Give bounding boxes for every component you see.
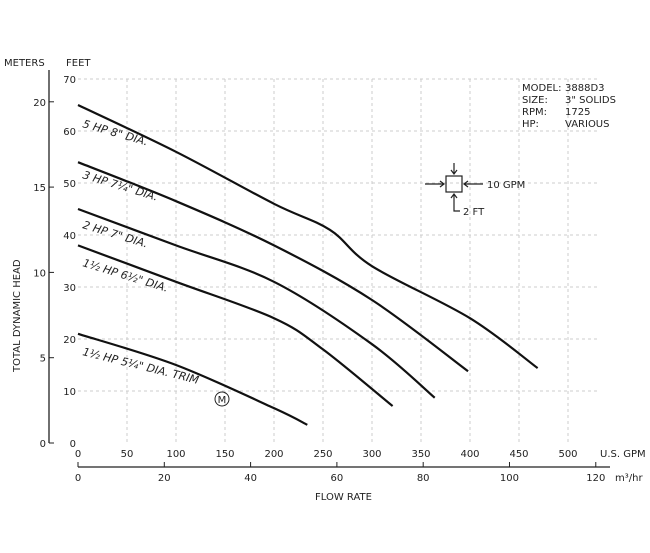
labels: 0 50 100 150 200 250 300 350 400 450 5000102030405… [33,75,605,484]
arrow-right-icon [425,180,445,188]
info-value: 1725 [565,107,590,118]
y-tick-label-feet: 60 [63,127,76,138]
x-tick-label: 500 [558,449,577,460]
x2-tick-label: 40 [244,473,257,484]
y-tick-label-feet: 50 [63,179,76,190]
x-tick-label: 150 [215,449,234,460]
info-value: 3" SOLIDS [565,95,616,106]
y-axis-title: TOTAL DYNAMIC HEAD [12,259,23,373]
x2-tick-label: 60 [331,473,344,484]
y-tick-label-meters: 5 [40,354,46,365]
gpm-unit-label: U.S. GPM [600,449,646,460]
pump-curve-5 [77,332,308,426]
pump-curve-1 [77,104,539,370]
y-tick-label-feet: 30 [63,283,76,294]
y-tick-label-meters: 10 [33,268,46,279]
scale-key-box [445,175,463,193]
meters-unit-label: METERS [4,58,45,69]
grid [78,78,598,443]
curve-label: 3 HP 7¼" DIA. [81,168,159,203]
pump-curve-3 [77,207,436,399]
x2-tick-label: 120 [586,473,605,484]
x-tick-label: 50 [121,449,134,460]
trim-badge: M [218,395,227,406]
x2-tick-label: 80 [417,473,430,484]
x-tick-label: 200 [264,449,283,460]
x-tick-label: 450 [509,449,528,460]
info-label: HP: [522,119,539,130]
x2-tick-label: 0 [75,473,81,484]
pump-curve-2 [77,161,469,373]
pump-curve-4 [77,244,394,407]
y-tick-label-feet: 10 [63,387,76,398]
scale-key [425,163,483,212]
info-label: RPM: [522,107,547,118]
info-value: VARIOUS [565,119,609,130]
x-tick-label: 300 [362,449,381,460]
y-tick-label-meters: 20 [33,98,46,109]
x2-tick-label: 20 [158,473,171,484]
arrow-up-icon [450,193,460,212]
y-tick-label-feet: 40 [63,231,76,242]
y-tick-label-feet: 20 [63,335,76,346]
curves [77,104,539,426]
y-tick-label-meters: 0 [40,439,46,450]
trim-badge-circle [214,391,230,407]
x2-tick-label: 100 [500,473,519,484]
x-tick-label: 0 [75,449,81,460]
axes [48,70,610,468]
feet-unit-label: FEET [66,58,91,69]
info-label: MODEL: [522,83,561,94]
x-tick-label: 400 [460,449,479,460]
y-tick-label-feet: 0 [70,439,76,450]
x-tick-label: 100 [166,449,185,460]
arrow-left-icon [463,180,483,188]
info-label: SIZE: [522,95,548,106]
scale-key-gpm: 10 GPM [487,180,525,191]
x-axis-title: FLOW RATE [315,492,372,503]
info-box: MODEL: 3888D3 SIZE: 3" SOLIDS RPM: 1725 … [522,83,616,130]
y-tick-label-meters: 15 [33,183,46,194]
x-tick-label: 350 [411,449,430,460]
x-tick-label: 250 [313,449,332,460]
arrow-down-icon [450,163,458,175]
scale-key-ft: 2 FT [463,207,485,218]
curve-label: 1½ HP 5¼" DIA. TRIM [81,345,200,387]
info-value: 3888D3 [565,83,605,94]
y-tick-label-feet: 70 [63,75,76,86]
m3hr-unit-label: m³/hr [615,473,643,484]
